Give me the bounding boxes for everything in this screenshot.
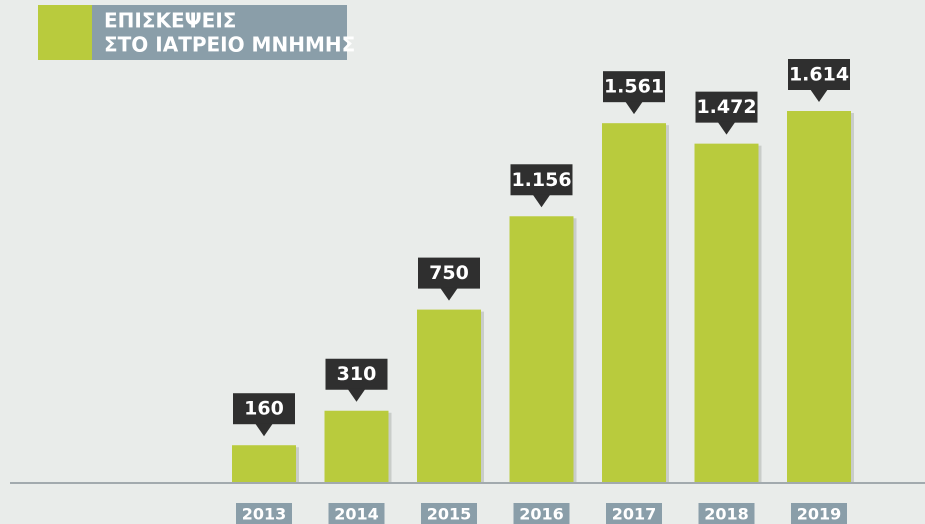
- value-callout-pointer: [255, 423, 273, 437]
- value-label: 1.472: [696, 96, 756, 118]
- x-tick-label: 2017: [612, 505, 657, 524]
- x-tick-box: [791, 503, 847, 524]
- value-label: 1.561: [604, 76, 664, 98]
- value-callout-pointer: [440, 287, 458, 301]
- bar: [509, 216, 574, 482]
- x-tick-label: 2014: [334, 505, 379, 524]
- value-label: 160: [244, 398, 284, 420]
- value-callout: [510, 164, 573, 196]
- value-callout-pointer: [717, 121, 736, 135]
- value-label: 1.156: [511, 169, 571, 191]
- x-tick-box: [328, 503, 385, 524]
- value-callout-pointer: [347, 388, 366, 402]
- title-swatch: [38, 5, 92, 60]
- x-tick-box: [236, 503, 292, 524]
- value-callout: [233, 393, 295, 425]
- x-tick-box: [421, 503, 477, 524]
- value-callout-pointer: [625, 101, 643, 115]
- value-label: 750: [429, 262, 469, 284]
- value-callout: [418, 257, 480, 289]
- chart-title: ΣΤΟ ΙΑΤΡΕΙΟ ΜΝΗΜΗΣ: [104, 33, 355, 57]
- value-callout: [788, 59, 850, 90]
- chart-title: ΕΠΙΣΚΕΨΕΙΣ: [104, 9, 236, 33]
- x-tick-label: 2018: [704, 505, 749, 524]
- title-box: [92, 5, 347, 60]
- value-callout: [695, 91, 758, 123]
- value-callout: [325, 358, 388, 390]
- x-tick-box: [513, 503, 570, 524]
- x-tick-label: 2013: [242, 505, 287, 524]
- bar: [324, 410, 389, 482]
- value-label: 310: [337, 363, 377, 385]
- x-tick-box: [606, 503, 662, 524]
- x-tick-label: 2015: [427, 505, 472, 524]
- bar: [602, 123, 666, 483]
- bar: [694, 143, 759, 483]
- value-callout: [603, 71, 665, 103]
- bar: [787, 111, 851, 482]
- x-tick-box: [698, 503, 755, 524]
- value-label: 1.614: [789, 64, 849, 86]
- bar: [417, 309, 481, 482]
- x-tick-label: 2019: [797, 505, 842, 524]
- value-callout-pointer: [810, 89, 828, 102]
- x-tick-label: 2016: [519, 505, 564, 524]
- bar: [232, 445, 296, 482]
- value-callout-pointer: [532, 194, 551, 208]
